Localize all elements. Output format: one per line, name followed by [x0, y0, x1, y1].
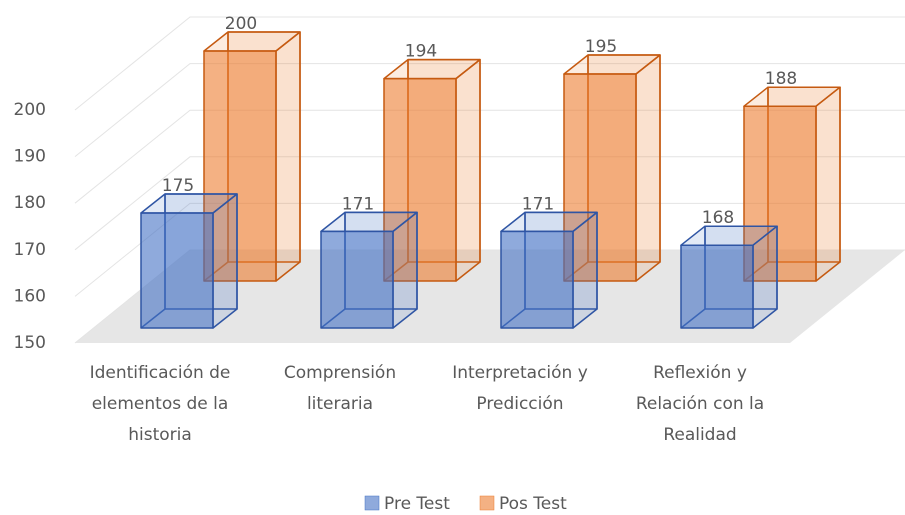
value-label: 188 — [765, 69, 797, 89]
bar — [680, 225, 778, 329]
y-tick-label: 190 — [14, 147, 46, 167]
value-label: 200 — [225, 14, 257, 34]
x-tick-label: Interpretación y Predicción — [452, 363, 588, 414]
bar — [203, 31, 301, 282]
grid-line — [74, 109, 905, 204]
bar-front — [140, 212, 214, 329]
legend-swatch — [479, 495, 495, 511]
legend-swatch — [364, 495, 380, 511]
bar-side — [455, 58, 481, 282]
bar-front — [383, 77, 457, 282]
grid-line — [74, 202, 905, 297]
value-label: 168 — [702, 208, 734, 228]
legend-label: Pre Test — [384, 494, 450, 514]
y-tick-label: 150 — [14, 333, 46, 353]
bar — [563, 54, 661, 282]
y-tick-label: 180 — [14, 193, 46, 213]
legend-label: Pos Test — [499, 494, 567, 514]
x-tick-label: Comprensión literaria — [283, 363, 397, 414]
x-tick-label: Identificación de elementos de la histor… — [89, 363, 231, 445]
bar-front — [680, 244, 754, 329]
value-label: 171 — [342, 194, 374, 214]
bar-front — [743, 105, 817, 282]
bar-side — [635, 54, 661, 282]
grid-line — [74, 63, 905, 157]
value-label: 175 — [162, 176, 194, 196]
x-tick-label: Reflexión y Relación con la Realidad — [635, 363, 765, 445]
bar — [320, 211, 418, 329]
bar-side — [212, 193, 238, 329]
bar-side — [275, 31, 301, 282]
value-label: 195 — [585, 37, 617, 57]
value-label: 194 — [405, 42, 437, 62]
bar-front — [500, 230, 574, 329]
bar-front — [563, 73, 637, 282]
bar-front — [320, 230, 394, 329]
bar-side — [815, 86, 841, 282]
bar — [500, 211, 598, 329]
value-label: 171 — [522, 194, 554, 214]
bar — [140, 193, 238, 329]
grid-line — [74, 16, 905, 111]
y-tick-label: 170 — [14, 240, 46, 260]
bar-front — [203, 50, 277, 282]
bar-side — [392, 211, 418, 329]
bar — [383, 58, 481, 282]
grid-line — [74, 156, 905, 251]
bar — [743, 86, 841, 282]
y-tick-label: 160 — [14, 286, 46, 306]
bar-side — [572, 211, 598, 329]
y-tick-label: 200 — [14, 100, 46, 120]
